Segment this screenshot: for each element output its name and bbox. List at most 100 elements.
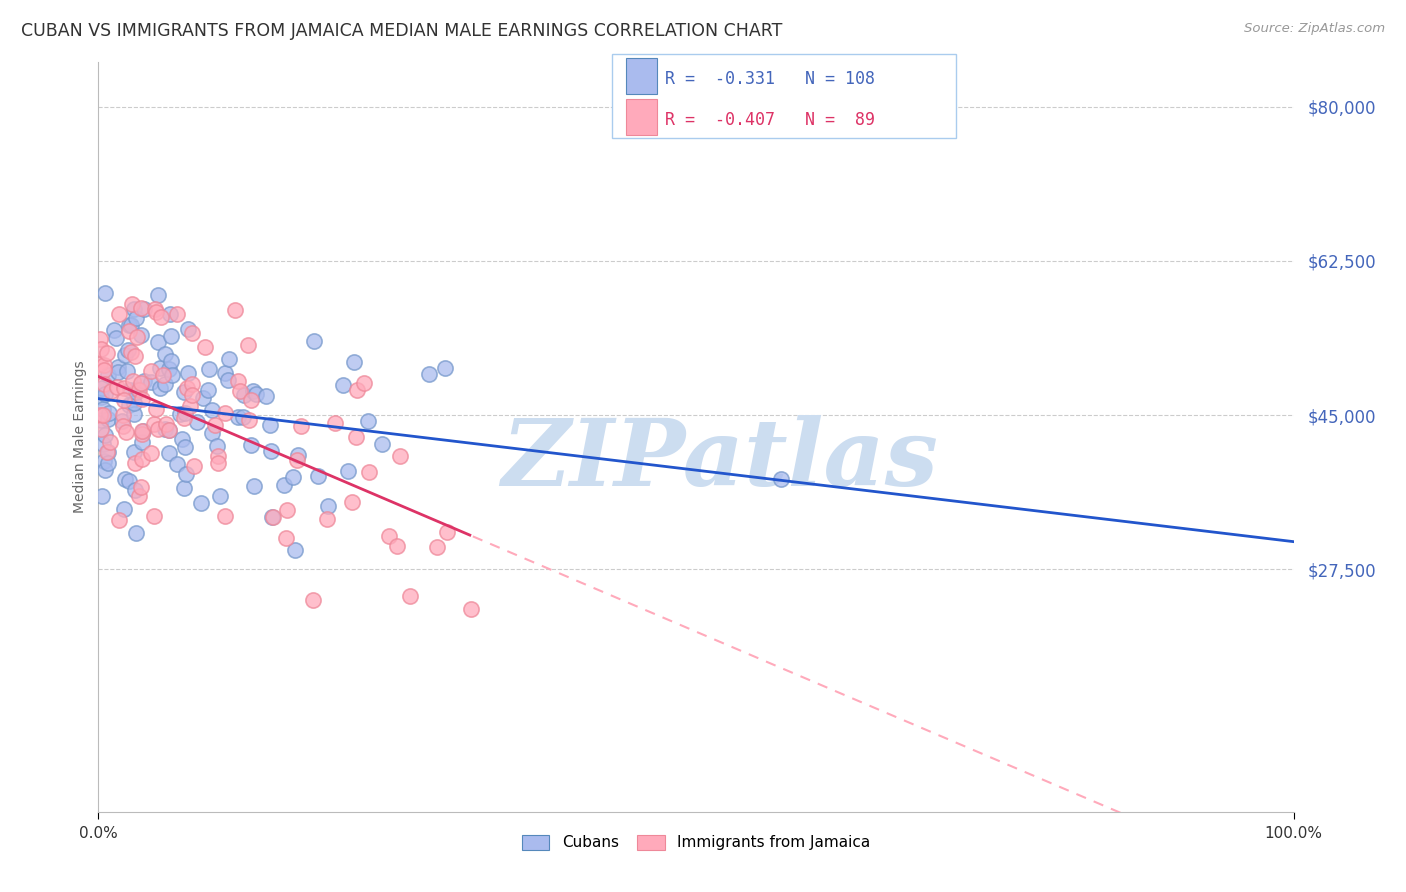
Point <box>180 377 202 392</box>
Point <box>134 302 156 317</box>
Point <box>160 354 183 368</box>
Point <box>96 445 118 459</box>
Point <box>290 418 312 433</box>
Point <box>183 458 205 473</box>
Point <box>89 408 111 422</box>
Point <box>91 408 114 422</box>
Point <box>316 512 339 526</box>
Point <box>110 414 132 428</box>
Point <box>224 302 246 317</box>
Point <box>129 480 152 494</box>
Point <box>177 321 200 335</box>
Point <box>105 380 128 394</box>
Point <box>90 412 112 426</box>
Point <box>159 328 181 343</box>
Point <box>122 301 145 316</box>
Point <box>254 389 277 403</box>
Point <box>145 305 167 319</box>
Point <box>94 427 117 442</box>
Point <box>131 376 153 391</box>
Point <box>340 495 363 509</box>
Point <box>122 396 145 410</box>
Point <box>132 424 155 438</box>
Point <box>239 393 262 408</box>
Point <box>112 502 135 516</box>
Point <box>153 346 176 360</box>
Point <box>357 414 380 428</box>
Point <box>157 362 180 376</box>
Point <box>131 434 153 449</box>
Point <box>142 417 165 432</box>
Point <box>307 469 329 483</box>
Point <box>157 423 180 437</box>
Point <box>332 377 354 392</box>
Point <box>89 357 111 371</box>
Point <box>149 360 172 375</box>
Point <box>111 408 134 422</box>
Point <box>205 439 228 453</box>
Point <box>174 467 197 482</box>
Point <box>120 344 142 359</box>
Point <box>114 393 136 408</box>
Point <box>115 364 138 378</box>
Point <box>91 381 114 395</box>
Point <box>131 424 153 438</box>
Point <box>260 444 283 458</box>
Point <box>107 360 129 375</box>
Point <box>166 306 188 320</box>
Point <box>207 449 229 463</box>
Point <box>238 413 260 427</box>
Point <box>190 495 212 509</box>
Point <box>97 456 120 470</box>
Point <box>460 602 482 616</box>
Point <box>323 416 346 430</box>
Point <box>118 398 141 412</box>
Point <box>121 297 143 311</box>
Point <box>176 381 198 395</box>
Point <box>139 364 162 378</box>
Point <box>159 307 181 321</box>
Point <box>127 382 149 396</box>
Point <box>197 383 219 397</box>
Point <box>273 477 295 491</box>
Point <box>316 500 339 514</box>
Point <box>108 307 131 321</box>
Point <box>118 318 141 332</box>
Point <box>232 410 254 425</box>
Point <box>166 458 188 472</box>
Point <box>97 368 120 382</box>
Point <box>201 402 224 417</box>
Point <box>143 302 166 317</box>
Point <box>169 407 191 421</box>
Point <box>418 367 440 381</box>
Point <box>146 287 169 301</box>
Point <box>103 323 125 337</box>
Legend: Cubans, Immigrants from Jamaica: Cubans, Immigrants from Jamaica <box>516 829 876 856</box>
Point <box>162 368 184 382</box>
Point <box>389 450 412 464</box>
Point <box>194 340 217 354</box>
Point <box>770 472 793 486</box>
Point <box>302 592 325 607</box>
Point <box>242 384 264 399</box>
Point <box>217 373 239 387</box>
Point <box>107 513 129 527</box>
Point <box>173 410 195 425</box>
Point <box>426 540 449 554</box>
Text: CUBAN VS IMMIGRANTS FROM JAMAICA MEDIAN MALE EARNINGS CORRELATION CHART: CUBAN VS IMMIGRANTS FROM JAMAICA MEDIAN … <box>21 22 783 40</box>
Point <box>139 376 162 390</box>
Text: ZIPatlas: ZIPatlas <box>502 415 938 505</box>
Point <box>287 448 309 462</box>
Point <box>125 329 148 343</box>
Point <box>129 301 152 316</box>
Point <box>228 410 250 425</box>
Point <box>173 384 195 399</box>
Point <box>149 381 172 395</box>
Point <box>104 331 127 345</box>
Point <box>239 437 262 451</box>
Point <box>177 366 200 380</box>
Point <box>90 489 112 503</box>
Point <box>129 328 152 343</box>
Point <box>114 472 136 486</box>
Point <box>117 343 139 357</box>
